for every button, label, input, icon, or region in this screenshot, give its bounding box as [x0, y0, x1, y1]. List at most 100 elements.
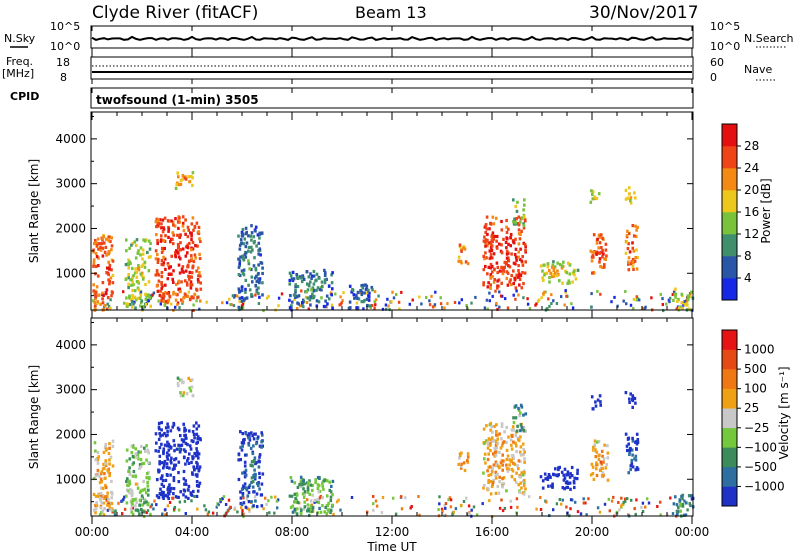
echo-cell: [560, 470, 564, 474]
echo-cell: [565, 505, 568, 509]
echo-cell: [159, 302, 162, 306]
echo-cell: [183, 426, 186, 430]
echo-cell: [243, 464, 247, 468]
echo-cell: [631, 395, 635, 400]
echo-cell: [595, 473, 599, 478]
echo-cell: [133, 289, 137, 293]
echo-cell: [94, 297, 97, 301]
echo-cell: [107, 304, 111, 308]
echo-cell: [169, 272, 172, 276]
echo-cell: [145, 472, 149, 476]
echo-cell: [252, 444, 255, 448]
echo-cell: [503, 506, 507, 510]
echo-cell: [128, 260, 131, 264]
echo-cell: [350, 290, 353, 294]
echo-cell: [556, 269, 559, 273]
echo-cell: [101, 291, 104, 295]
echo-cell: [612, 495, 615, 499]
echo-cell: [178, 500, 182, 504]
echo-cell: [141, 307, 145, 311]
echo-cell: [629, 303, 633, 307]
echo-cell: [492, 463, 496, 467]
echo-cell: [634, 440, 637, 444]
echo-cell: [540, 296, 543, 300]
echo-cell: [523, 470, 526, 474]
echo-cell: [519, 403, 523, 407]
echo-cell: [104, 485, 108, 490]
echo-cell: [177, 226, 180, 230]
echo-cell: [522, 425, 526, 430]
echo-cell: [630, 448, 634, 452]
echo-cell: [315, 272, 319, 276]
echo-cell: [95, 285, 99, 289]
echo-cell: [92, 289, 95, 293]
echo-cell: [567, 279, 571, 283]
echo-cell: [160, 428, 163, 432]
echo-cell: [228, 297, 231, 301]
echo-cell: [498, 432, 501, 436]
echo-cell: [488, 241, 491, 245]
echo-cell: [408, 302, 411, 306]
echo-cell: [592, 477, 596, 481]
echo-cell: [146, 484, 150, 488]
echo-cell: [95, 504, 99, 508]
echo-cell: [141, 277, 145, 281]
echo-cell: [275, 499, 279, 503]
echo-cell: [633, 191, 636, 195]
echo-cell: [552, 299, 555, 303]
echo-cell: [510, 443, 513, 447]
echo-cell: [172, 269, 175, 273]
echo-cell: [628, 397, 631, 401]
echo-cell: [323, 271, 327, 275]
echo-cell: [659, 292, 662, 296]
colorbar-segment: [722, 466, 737, 487]
echo-cell: [247, 245, 251, 250]
echo-cell: [599, 265, 602, 269]
echo-cell: [563, 476, 567, 480]
echo-cell: [240, 285, 244, 289]
echo-cell: [110, 294, 113, 298]
echo-cell: [244, 473, 248, 477]
echo-cell: [131, 506, 134, 510]
echo-cell: [321, 284, 324, 288]
echo-cell: [294, 288, 297, 292]
echo-cell: [176, 242, 180, 247]
echo-cell: [245, 241, 249, 245]
echo-cell: [490, 484, 494, 488]
echo-cell: [103, 507, 106, 511]
echo-cell: [326, 479, 329, 483]
echo-cell: [94, 494, 98, 498]
echo-cell: [166, 457, 169, 461]
echo-cell: [302, 300, 306, 304]
echo-cell: [158, 432, 161, 436]
echo-cell: [303, 500, 306, 504]
echo-cell: [174, 186, 178, 190]
echo-cell: [627, 256, 631, 260]
echo-cell: [197, 483, 201, 488]
echo-cell: [95, 501, 98, 505]
echo-cell: [592, 233, 596, 237]
echo-cell: [195, 460, 198, 465]
echo-cell: [242, 496, 245, 500]
echo-cell: [182, 176, 186, 180]
echo-cell: [644, 505, 647, 509]
echo-cell: [491, 215, 495, 219]
echo-cell: [482, 486, 485, 490]
echo-cell: [249, 446, 253, 450]
echo-cell: [154, 273, 158, 277]
echo-cell: [458, 301, 461, 305]
echo-cell: [610, 499, 614, 503]
echo-cell: [521, 442, 525, 446]
echo-cell: [546, 262, 550, 266]
echo-cell: [484, 224, 488, 228]
echo-cell: [677, 298, 680, 302]
echo-cell: [141, 257, 144, 261]
echo-cell: [188, 275, 192, 279]
echo-cell: [191, 472, 194, 476]
echo-cell: [253, 239, 256, 244]
echo-cell: [311, 286, 315, 290]
echo-cell: [108, 472, 112, 476]
echo-cell: [626, 497, 629, 501]
echo-cell: [597, 440, 601, 444]
echo-cell: [522, 448, 525, 452]
